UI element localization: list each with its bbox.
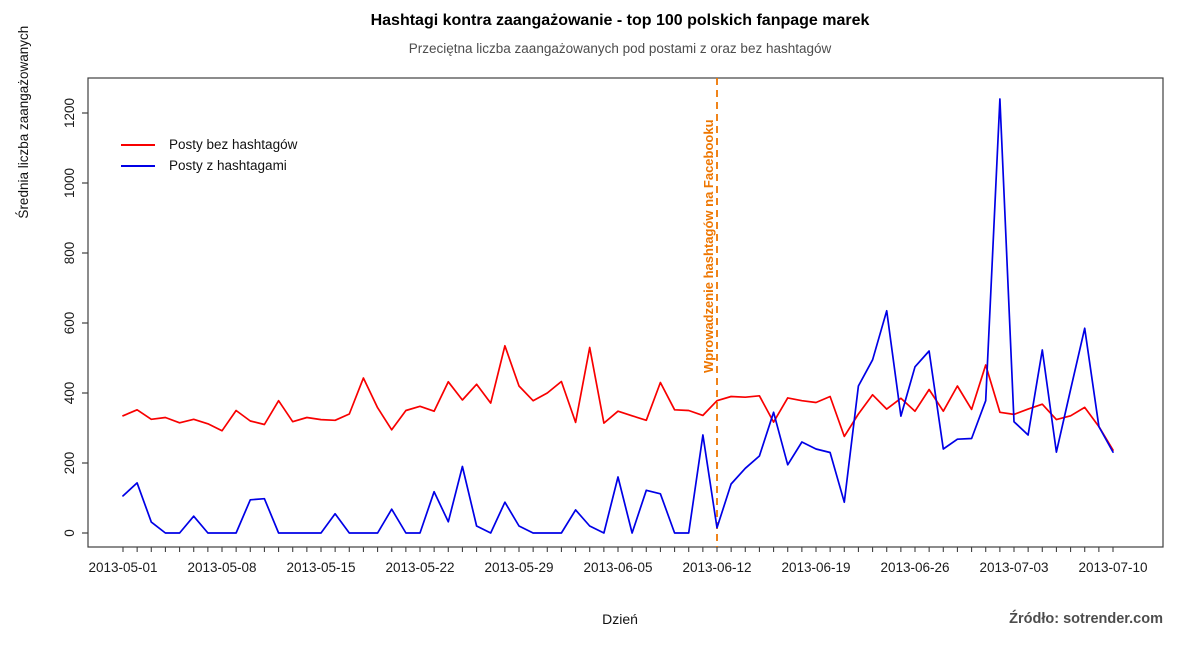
svg-text:2013-06-05: 2013-06-05 bbox=[583, 560, 652, 575]
series-line-hashtags bbox=[122, 98, 1114, 534]
legend-line-red bbox=[121, 143, 155, 146]
y-axis-ticks: 0 200 400 600 800 1000 1200 bbox=[62, 98, 88, 537]
y-axis-title: Średnia liczba zaangażowanych bbox=[16, 25, 31, 219]
legend-label-no-hashtags: Posty bez hashtagów bbox=[169, 137, 298, 152]
svg-text:2013-07-10: 2013-07-10 bbox=[1078, 560, 1147, 575]
svg-text:2013-06-12: 2013-06-12 bbox=[682, 560, 751, 575]
svg-text:2013-05-15: 2013-05-15 bbox=[286, 560, 355, 575]
svg-text:2013-06-26: 2013-06-26 bbox=[880, 560, 949, 575]
series-line-no-hashtags bbox=[122, 344, 1114, 451]
legend-item-hashtags: Posty z hashtagami bbox=[121, 155, 297, 176]
chart-subtitle: Przeciętna liczba zaangażowanych pod pos… bbox=[408, 41, 832, 56]
svg-text:1000: 1000 bbox=[62, 168, 77, 198]
x-axis-ticks: 2013-05-01 2013-05-08 2013-05-15 2013-05-22… bbox=[88, 547, 1148, 575]
legend: Posty bez hashtagów Posty z hashtagami bbox=[121, 134, 297, 176]
chart-title: Hashtagi kontra zaangażowanie - top 100 … bbox=[370, 12, 870, 29]
svg-text:2013-05-08: 2013-05-08 bbox=[187, 560, 256, 575]
legend-line-blue bbox=[121, 164, 155, 167]
annotation-hashtag-launch-label: Wprowadzenie hashtagów na Facebooku bbox=[701, 119, 716, 373]
svg-text:2013-05-29: 2013-05-29 bbox=[484, 560, 553, 575]
svg-text:2013-06-19: 2013-06-19 bbox=[781, 560, 850, 575]
legend-label-hashtags: Posty z hashtagami bbox=[169, 158, 287, 173]
svg-text:200: 200 bbox=[62, 452, 77, 475]
svg-text:0: 0 bbox=[62, 529, 77, 537]
plot-frame bbox=[87, 77, 1164, 548]
svg-text:600: 600 bbox=[62, 312, 77, 335]
legend-item-no-hashtags: Posty bez hashtagów bbox=[121, 134, 297, 155]
svg-text:2013-07-03: 2013-07-03 bbox=[979, 560, 1048, 575]
svg-text:800: 800 bbox=[62, 242, 77, 265]
svg-text:1200: 1200 bbox=[62, 98, 77, 128]
svg-text:400: 400 bbox=[62, 382, 77, 405]
svg-text:2013-05-22: 2013-05-22 bbox=[385, 560, 454, 575]
svg-text:2013-05-01: 2013-05-01 bbox=[88, 560, 157, 575]
x-axis-title: Dzień bbox=[602, 611, 638, 627]
source-credit: Źródło: sotrender.com bbox=[1009, 611, 1163, 627]
